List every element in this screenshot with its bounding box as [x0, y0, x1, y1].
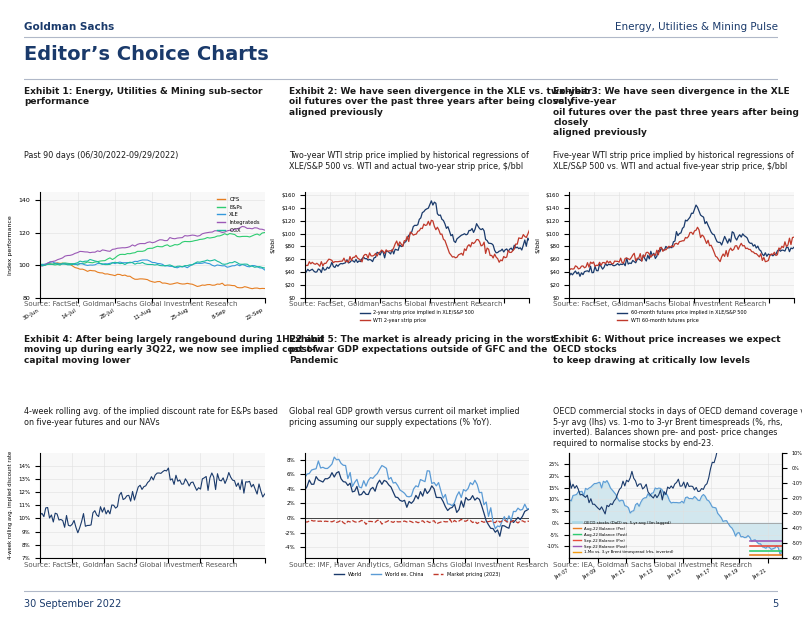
Text: 30 September 2022: 30 September 2022 [24, 599, 121, 609]
XLE [93, 260, 103, 267]
E&Ps [257, 229, 267, 237]
Text: Source: IMF, Haver Analytics, Goldman Sachs Global Investment Research: Source: IMF, Haver Analytics, Goldman Sa… [289, 562, 548, 568]
OFS [35, 261, 45, 268]
E&Ps [255, 231, 265, 239]
Text: Source: FactSet, Goldman Sachs Global Investment Research: Source: FactSet, Goldman Sachs Global In… [289, 301, 502, 308]
Text: 5: 5 [772, 599, 778, 609]
Legend: 60-month futures price implied in XLE/S&P 500, WTI 60-month futures price: 60-month futures price implied in XLE/S&… [615, 308, 748, 325]
Text: Exhibit 3: We have seen divergence in the XLE vs. five-year
oil futures over the: Exhibit 3: We have seen divergence in th… [553, 87, 800, 138]
Line: E&Ps: E&Ps [40, 232, 265, 265]
Line: Integrateds: Integrateds [40, 226, 265, 266]
Text: Exhibit 1: Energy, Utilities & Mining sub-sector
performance: Exhibit 1: Energy, Utilities & Mining su… [24, 87, 262, 106]
Text: Global real GDP growth versus current oil market implied
pricing assuming our su: Global real GDP growth versus current oi… [289, 407, 519, 427]
Y-axis label: Index performance: Index performance [8, 215, 13, 275]
Y-axis label: $/bbl: $/bbl [270, 237, 275, 253]
Legend: OFS, E&Ps, XLE, Integrateds, OGX: OFS, E&Ps, XLE, Integrateds, OGX [215, 195, 262, 234]
Text: Five-year WTI strip price implied by historical regressions of
XLE/S&P 500 vs. W: Five-year WTI strip price implied by his… [553, 151, 794, 171]
Y-axis label: $/bbl: $/bbl [535, 237, 540, 253]
Text: Source: FactSet, Goldman Sachs Global Investment Research: Source: FactSet, Goldman Sachs Global In… [24, 562, 237, 568]
Text: Source: FactSet, Goldman Sachs Global Investment Research: Source: FactSet, Goldman Sachs Global In… [24, 301, 237, 308]
XLE [257, 264, 267, 272]
OFS [260, 285, 269, 292]
Text: Exhibit 6: Without price increases we expect OECD stocks
to keep drawing at crit: Exhibit 6: Without price increases we ex… [553, 335, 781, 365]
Integrateds [255, 226, 265, 233]
Y-axis label: 4-week rolling avg. implied discount rate: 4-week rolling avg. implied discount rat… [8, 451, 13, 559]
XLE [140, 256, 150, 264]
E&Ps [90, 259, 99, 266]
XLE [35, 261, 45, 268]
Text: Source: IEA, Goldman Sachs Global Investment Research: Source: IEA, Goldman Sachs Global Invest… [553, 562, 752, 568]
E&Ps [260, 229, 269, 236]
Integrateds [260, 226, 269, 234]
OFS [65, 260, 75, 268]
Legend: OECD stocks (DoD) vs. 5-yr avg (3m lagged), Aug-22 Balance (Pre), Aug-22 Balance: OECD stocks (DoD) vs. 5-yr avg (3m lagge… [571, 519, 674, 556]
OFS [95, 269, 105, 277]
Line: XLE: XLE [40, 260, 265, 270]
Text: Past 90 days (06/30/2022-09/29/2022): Past 90 days (06/30/2022-09/29/2022) [24, 151, 178, 161]
E&Ps [35, 260, 45, 268]
Integrateds [35, 262, 45, 270]
XLE [260, 266, 269, 273]
Integrateds [225, 226, 234, 234]
OGX [260, 264, 269, 272]
Text: Two-year WTI strip price implied by historical regressions of
XLE/S&P 500 vs. WT: Two-year WTI strip price implied by hist… [289, 151, 529, 171]
Integrateds [93, 247, 103, 255]
XLE [87, 262, 97, 269]
Legend: 2-year strip price implied in XLE/S&P 500, WTI 2-year strip price: 2-year strip price implied in XLE/S&P 50… [358, 308, 476, 325]
OFS [257, 285, 267, 292]
Text: Editor’s Choice Charts: Editor’s Choice Charts [24, 45, 269, 64]
XLE [63, 260, 72, 268]
OGX [85, 255, 95, 263]
E&Ps [95, 257, 105, 265]
OGX [255, 263, 265, 270]
OGX [228, 259, 237, 267]
E&Ps [228, 230, 237, 237]
Text: Goldman Sachs: Goldman Sachs [24, 22, 115, 32]
Text: Energy, Utilities & Mining Pulse: Energy, Utilities & Mining Pulse [615, 22, 778, 32]
Integrateds [237, 223, 247, 230]
Text: OECD commercial stocks in days of OECD demand coverage vs.
5-yr avg (lhs) vs. 1-: OECD commercial stocks in days of OECD d… [553, 407, 802, 448]
Integrateds [63, 252, 72, 259]
Text: Exhibit 2: We have seen divergence in the XLE vs. two-year
oil futures over the : Exhibit 2: We have seen divergence in th… [289, 87, 591, 117]
OGX [90, 257, 99, 265]
OFS [90, 267, 99, 275]
Integrateds [257, 226, 267, 233]
OGX [35, 261, 45, 268]
OGX [63, 261, 72, 268]
Text: Exhibit 5: The market is already pricing in the worst
post-war GDP expectations : Exhibit 5: The market is already pricing… [289, 335, 555, 365]
Legend: World, World ex. China, Market pricing (2023): World, World ex. China, Market pricing (… [332, 570, 502, 578]
OGX [95, 260, 105, 267]
OFS [247, 285, 257, 293]
E&Ps [65, 260, 75, 267]
XLE [255, 264, 265, 272]
OFS [53, 259, 63, 267]
Text: Exhibit 4: After being largely rangebound during 1H22 and
moving up during early: Exhibit 4: After being largely rangeboun… [24, 335, 325, 365]
Line: OGX: OGX [40, 259, 265, 268]
Line: OFS: OFS [40, 263, 265, 289]
Text: Source: FactSet, Goldman Sachs Global Investment Research: Source: FactSet, Goldman Sachs Global In… [553, 301, 767, 308]
XLE [228, 262, 237, 270]
OGX [257, 264, 267, 271]
Integrateds [87, 249, 97, 256]
Text: 4-week rolling avg. of the implied discount rate for E&Ps based
on five-year fut: 4-week rolling avg. of the implied disco… [24, 407, 278, 427]
OFS [228, 282, 237, 290]
E&Ps [55, 262, 65, 269]
OFS [168, 280, 177, 288]
